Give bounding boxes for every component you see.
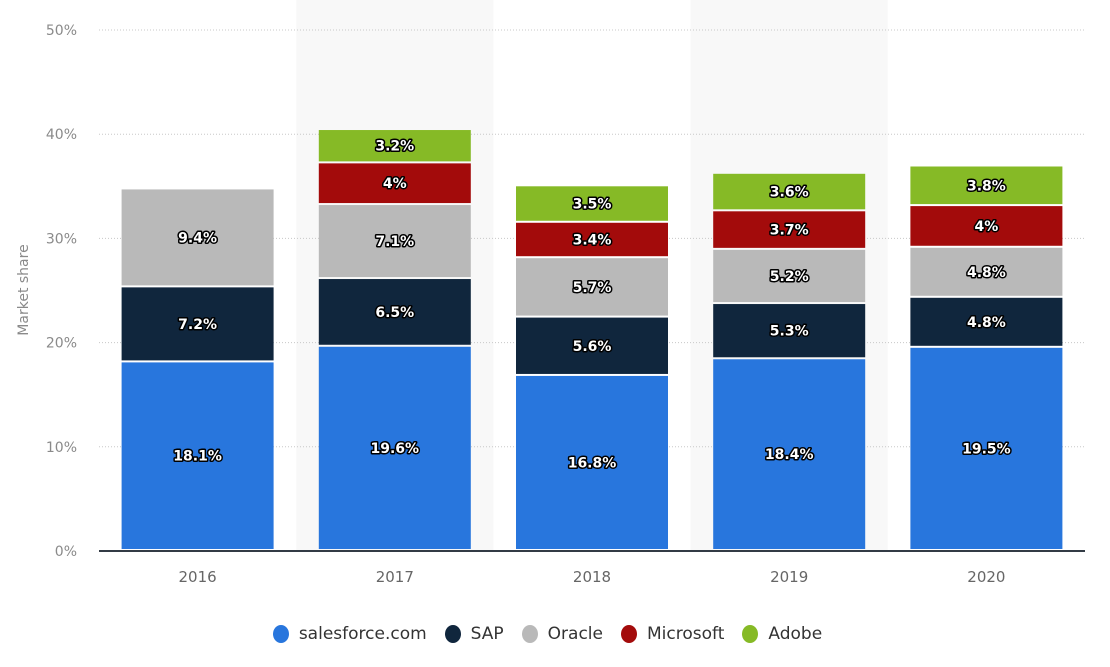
bar-segment-salesforce-com[interactable] — [713, 359, 866, 549]
bar-segment-microsoft[interactable] — [910, 206, 1063, 246]
legend-dot-icon — [742, 625, 759, 643]
bar-segment-sap[interactable] — [516, 317, 668, 374]
data-label: 16.8% — [568, 455, 617, 471]
legend: salesforce.com SAP Oracle Microsoft Adob… — [0, 624, 1095, 644]
data-label: 6.5% — [375, 305, 414, 321]
y-axis-ticks: 0% 10% 20% 30% 40% 50% — [46, 23, 77, 560]
x-tick-label: 2018 — [573, 568, 611, 586]
y-tick-label: 20% — [46, 336, 77, 352]
legend-item-salesforce[interactable]: salesforce.com — [272, 624, 427, 644]
legend-dot-icon — [272, 625, 289, 643]
bar-segment-oracle[interactable] — [516, 258, 668, 316]
data-label: 18.4% — [765, 447, 814, 463]
legend-dot-icon — [444, 625, 461, 643]
data-label: 3.6% — [770, 185, 809, 201]
x-tick-label: 2017 — [376, 568, 414, 586]
bar-segment-microsoft[interactable] — [318, 163, 471, 204]
y-tick-label: 10% — [46, 440, 77, 456]
data-label: 5.2% — [770, 269, 809, 285]
data-label: 4% — [975, 219, 999, 235]
bar-segment-adobe[interactable] — [910, 166, 1063, 205]
bar-segment-sap[interactable] — [910, 297, 1063, 346]
x-tick-label: 2020 — [967, 568, 1005, 586]
x-axis-labels: 2016 2017 2018 2019 2020 — [179, 568, 1006, 586]
bar-segment-microsoft[interactable] — [713, 211, 866, 248]
x-tick-label: 2016 — [179, 568, 217, 586]
bar-segment-oracle[interactable] — [910, 247, 1063, 296]
bar-stack-2019: 18.4% 5.3% 5.2% 3.7% 3.6% — [713, 173, 866, 549]
data-label: 3.7% — [770, 223, 809, 239]
y-tick-label: 30% — [46, 231, 77, 247]
bar-segment-adobe[interactable] — [318, 130, 471, 162]
bar-segment-microsoft[interactable] — [516, 222, 668, 257]
data-label: 4% — [383, 176, 407, 192]
data-label: 7.1% — [375, 234, 414, 250]
bar-stack-2017: 19.6% 6.5% 7.1% 4% 3.2% — [318, 130, 471, 549]
bar-segment-salesforce-com[interactable] — [516, 375, 668, 549]
data-label: 9.4% — [178, 230, 217, 246]
bar-segment-adobe[interactable] — [516, 186, 668, 221]
y-axis-title: Market share — [16, 244, 32, 335]
bar-stack-2016: 18.1% 7.2% 9.4% — [121, 189, 274, 549]
bar-segment-sap[interactable] — [713, 304, 866, 358]
data-label: 5.7% — [573, 280, 612, 296]
legend-label: SAP — [470, 624, 504, 644]
bar-segment-adobe[interactable] — [713, 173, 866, 210]
legend-dot-icon — [621, 625, 637, 643]
data-label: 3.5% — [573, 197, 612, 213]
legend-item-microsoft[interactable]: Microsoft — [621, 624, 724, 644]
bar-segment-salesforce-com[interactable] — [318, 346, 471, 549]
legend-item-adobe[interactable]: Adobe — [742, 624, 822, 644]
data-label: 5.3% — [770, 324, 809, 340]
data-label: 18.1% — [173, 449, 222, 465]
bars: 18.1% 7.2% 9.4% 19.6% 6.5% 7.1% 4% 3.2% 16.8% 5.6… — [121, 130, 1063, 549]
data-label: 4.8% — [967, 315, 1006, 331]
legend-label: Oracle — [547, 624, 603, 644]
bar-segment-sap[interactable] — [121, 287, 274, 361]
legend-dot-icon — [521, 625, 538, 643]
x-tick-label: 2019 — [770, 568, 808, 586]
bar-segment-oracle[interactable] — [318, 205, 471, 278]
bar-stack-2020: 19.5% 4.8% 4.8% 4% 3.8% — [910, 166, 1063, 549]
data-label: 5.6% — [573, 339, 612, 355]
data-label: 19.5% — [962, 441, 1011, 457]
y-tick-label: 50% — [46, 23, 77, 39]
legend-item-oracle[interactable]: Oracle — [521, 624, 603, 644]
data-label: 3.8% — [967, 178, 1006, 194]
bar-segment-salesforce-com[interactable] — [910, 347, 1063, 549]
bar-stack-2018: 16.8% 5.6% 5.7% 3.4% 3.5% — [516, 186, 668, 549]
data-label: 3.4% — [573, 232, 612, 248]
legend-label: Adobe — [768, 624, 823, 644]
bar-segment-oracle[interactable] — [713, 249, 866, 303]
data-label: 3.2% — [375, 139, 414, 155]
bar-segment-sap[interactable] — [318, 279, 471, 345]
legend-label: salesforce.com — [298, 624, 427, 644]
bar-segment-salesforce-com[interactable] — [121, 362, 274, 549]
legend-item-sap[interactable]: SAP — [444, 624, 504, 644]
bar-segment-oracle[interactable] — [121, 189, 274, 286]
legend-label: Microsoft — [647, 624, 725, 644]
y-tick-label: 0% — [55, 544, 77, 560]
data-label: 19.6% — [371, 441, 420, 457]
data-label: 7.2% — [178, 317, 217, 333]
y-tick-label: 40% — [46, 127, 77, 143]
data-label: 4.8% — [967, 265, 1006, 281]
